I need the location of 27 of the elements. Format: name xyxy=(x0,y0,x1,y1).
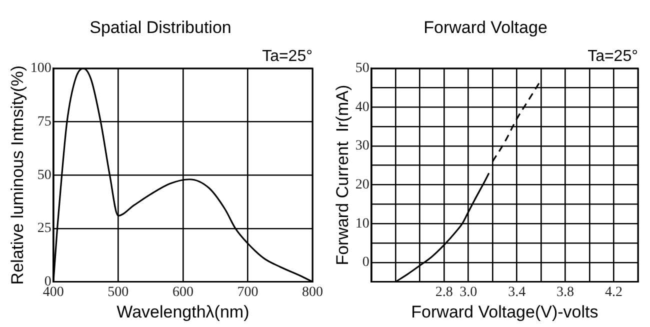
y-tick-label: 50 xyxy=(355,61,370,76)
y-tick-label: 30 xyxy=(355,138,370,154)
y-tick-label: 0 xyxy=(362,255,370,270)
text: Ta=25° xyxy=(588,48,638,65)
x-tick-label: 3.4 xyxy=(508,284,526,300)
x-tick-label: 2.8 xyxy=(435,284,453,300)
x-tick-label: 700 xyxy=(237,284,258,300)
y-tick-label: 50 xyxy=(37,168,52,183)
y-tick-label: 25 xyxy=(37,221,52,236)
x-tick-label: 3.0 xyxy=(460,284,478,300)
y-axis-title: Forward Current Ir(mA) xyxy=(332,84,352,266)
x-tick-label: 800 xyxy=(302,284,323,300)
chart-title: Forward Voltage xyxy=(424,18,548,37)
y-tick-label: 20 xyxy=(355,177,370,192)
y-tick-label: 75 xyxy=(37,114,52,130)
chart-title: Spatial Distribution xyxy=(90,18,232,37)
x-tick-label: 4.2 xyxy=(605,284,623,300)
y-tick-label: 100 xyxy=(30,61,52,76)
y-axis-title: Relative luminous Intnsity(%) xyxy=(8,66,27,285)
x-tick-label: 600 xyxy=(172,284,194,300)
x-axis-title: Forward Voltage(V)-volts xyxy=(411,302,598,322)
x-tick-label: 3.8 xyxy=(556,284,574,300)
y-tick-label: 10 xyxy=(355,216,370,232)
x-axis-title: Wavelengthλ(nm) xyxy=(116,302,250,322)
y-tick-label: 40 xyxy=(355,100,370,115)
x-tick-label: 500 xyxy=(108,284,129,300)
text: Ta=25° xyxy=(262,48,312,65)
